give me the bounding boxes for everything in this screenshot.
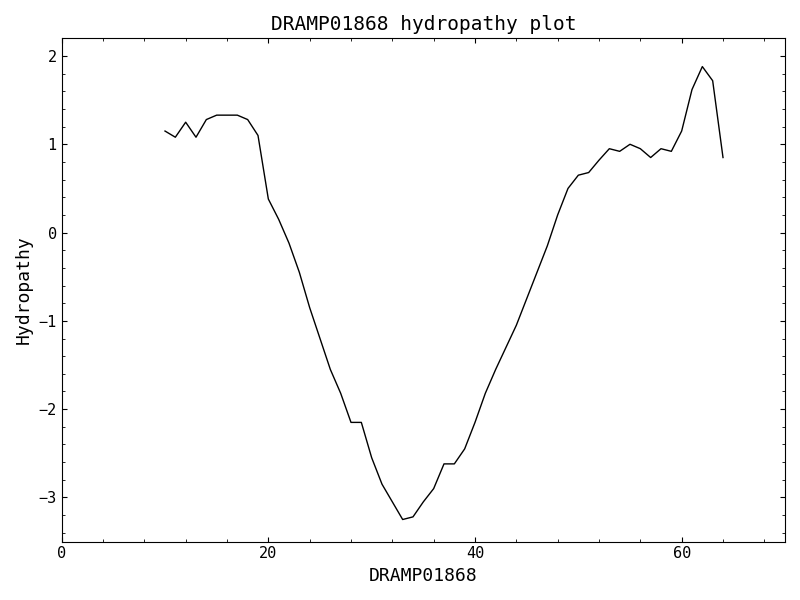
Y-axis label: Hydropathy: Hydropathy <box>15 236 33 344</box>
Title: DRAMP01868 hydropathy plot: DRAMP01868 hydropathy plot <box>270 15 576 34</box>
X-axis label: DRAMP01868: DRAMP01868 <box>369 567 478 585</box>
